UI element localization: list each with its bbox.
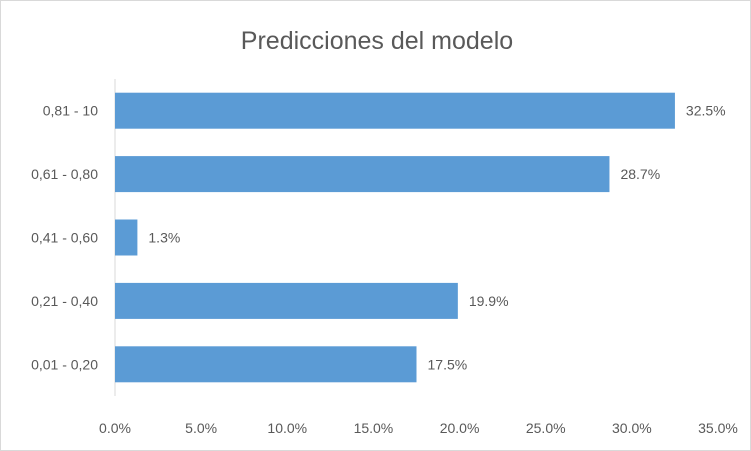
bar-1 <box>115 156 610 193</box>
category-label-0: 0,81 - 10 <box>43 103 98 119</box>
x-tick-label-4: 20.0% <box>440 420 480 436</box>
category-label-4: 0,01 - 0,20 <box>31 356 98 372</box>
x-tick-label-7: 35.0% <box>698 420 738 436</box>
x-tick-label-3: 15.0% <box>354 420 394 436</box>
chart-title: Predicciones del modelo <box>241 27 513 55</box>
data-label-1: 28.7% <box>620 166 660 182</box>
x-tick-label-0: 0.0% <box>99 420 131 436</box>
data-label-3: 19.9% <box>469 293 509 309</box>
x-tick-label-2: 10.0% <box>267 420 307 436</box>
category-labels: 0,81 - 10 0,61 - 0,80 0,41 - 0,60 0,21 - 0,… <box>31 103 98 373</box>
data-label-4: 17.5% <box>428 356 468 372</box>
x-tick-label-5: 25.0% <box>526 420 566 436</box>
bar-3 <box>115 282 458 319</box>
category-label-2: 0,41 - 0,60 <box>31 230 98 246</box>
x-axis-tick-labels: 0.0% 5.0% 10.0% 15.0% 20.0% 25.0% 30.0% 35.0% <box>99 420 738 436</box>
x-tick-label-1: 5.0% <box>185 420 217 436</box>
category-label-3: 0,21 - 0,40 <box>31 293 98 309</box>
bars-group <box>115 92 675 383</box>
bar-0 <box>115 92 675 129</box>
bar-2 <box>115 219 138 256</box>
bar-4 <box>115 346 417 383</box>
data-labels: 32.5% 28.7% 1.3% 19.9% 17.5% <box>148 103 725 373</box>
category-label-1: 0,61 - 0,80 <box>31 166 98 182</box>
data-label-0: 32.5% <box>686 103 726 119</box>
data-label-2: 1.3% <box>148 230 180 246</box>
x-tick-label-6: 30.0% <box>612 420 652 436</box>
